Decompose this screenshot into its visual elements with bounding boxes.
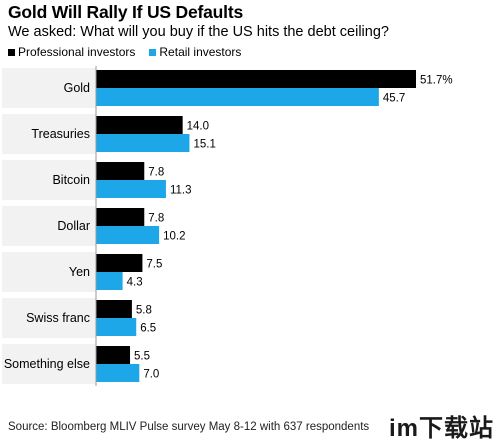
legend-swatch-professional [8, 48, 15, 56]
category-label-treasuries: Treasuries [31, 127, 90, 141]
bar-professional-yen [96, 254, 143, 272]
legend-label-professional: Professional investors [18, 45, 136, 59]
legend-swatch-retail [149, 48, 157, 56]
value-label-retail-gold: 45.7 [383, 93, 405, 105]
value-label-retail-treasuries: 15.1 [193, 139, 215, 151]
bar-professional-swiss-franc [96, 300, 132, 318]
value-label-retail-something-else: 7.0 [143, 369, 159, 381]
value-label-retail-bitcoin: 11.3 [170, 185, 192, 197]
bar-retail-bitcoin [96, 180, 166, 198]
bar-retail-gold [96, 88, 379, 106]
chart-subtitle: We asked: What will you buy if the US hi… [8, 24, 389, 40]
category-band-swiss-franc [2, 298, 96, 338]
bar-retail-swiss-franc [96, 318, 137, 336]
source-note: Source: Bloomberg MLIV Pulse survey May … [8, 421, 370, 433]
watermark-logo: im下载站 [388, 415, 494, 442]
value-label-professional-swiss-franc: 5.8 [136, 305, 152, 317]
value-label-professional-something-else: 5.5 [134, 351, 150, 363]
bar-professional-something-else [96, 346, 131, 364]
value-label-retail-swiss-franc: 6.5 [140, 323, 156, 335]
category-band-yen [2, 252, 96, 292]
value-label-professional-treasuries: 14.0 [187, 121, 209, 133]
bar-professional-treasuries [96, 116, 183, 134]
category-band-something-else [2, 344, 96, 384]
category-band-bitcoin [2, 160, 96, 200]
category-label-gold: Gold [64, 81, 90, 95]
value-label-professional-dollar: 7.8 [148, 213, 164, 225]
bar-retail-something-else [96, 364, 140, 382]
category-band-treasuries [2, 114, 96, 154]
category-band-dollar [2, 206, 96, 246]
bar-professional-dollar [96, 208, 145, 226]
legend-item-retail: Retail investors [149, 45, 241, 59]
value-label-professional-gold: 51.7% [420, 75, 453, 87]
value-label-professional-yen: 7.5 [146, 259, 162, 271]
bar-retail-yen [96, 272, 123, 290]
value-label-retail-yen: 4.3 [127, 277, 143, 289]
value-label-professional-bitcoin: 7.8 [148, 167, 164, 179]
bar-professional-bitcoin [96, 162, 145, 180]
category-band-gold [2, 68, 96, 108]
legend-item-professional: Professional investors [8, 45, 135, 59]
category-label-bitcoin: Bitcoin [52, 173, 90, 187]
category-label-swiss-franc: Swiss franc [26, 311, 90, 325]
chart-title: Gold Will Rally If US Defaults [8, 2, 243, 22]
legend-label-retail: Retail investors [159, 45, 242, 59]
bar-professional-gold [96, 70, 416, 88]
category-label-yen: Yen [69, 265, 90, 279]
bar-retail-dollar [96, 226, 160, 244]
bar-retail-treasuries [96, 134, 190, 152]
category-label-dollar: Dollar [57, 219, 90, 233]
category-label-something-else: Something else [4, 357, 90, 371]
value-label-retail-dollar: 10.2 [163, 231, 185, 243]
legend: Professional investors Retail investors [8, 45, 241, 59]
